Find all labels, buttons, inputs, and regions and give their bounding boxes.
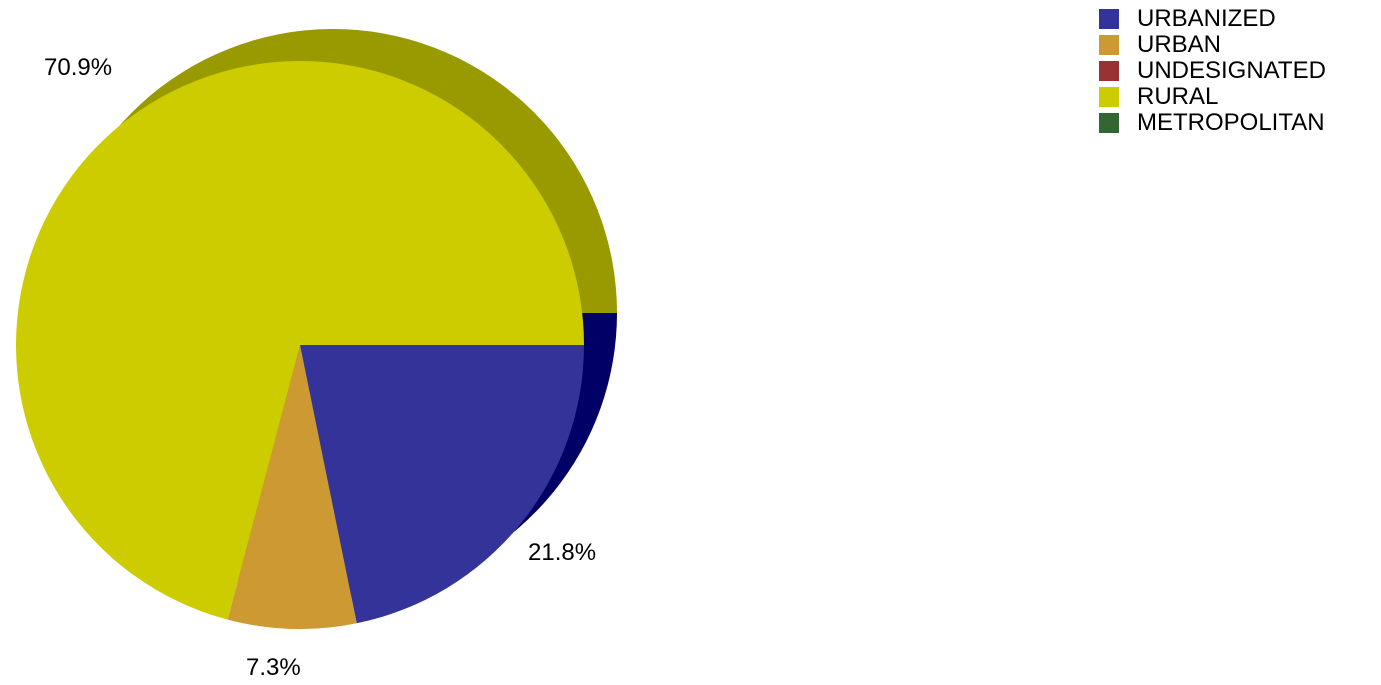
legend-label: RURAL (1137, 83, 1219, 110)
pie-slice-rural (16, 60, 585, 620)
legend-swatch (1099, 87, 1119, 107)
legend-swatch (1099, 35, 1119, 55)
slice-label-rural: 70.9% (44, 54, 112, 81)
slice-label-urban: 7.3% (246, 654, 301, 681)
legend-label: METROPOLITAN (1137, 109, 1325, 136)
pie-label-layer: 21.8% 7.3% 70.9% (44, 54, 596, 681)
pie-slice-layer (16, 60, 585, 629)
legend-swatch (1099, 113, 1119, 133)
pie-slice-urbanized (300, 345, 584, 624)
legend-label: URBAN (1137, 31, 1222, 58)
legend-item-rural: RURAL (1099, 84, 1326, 110)
legend-item-undesignated: UNDESIGNATED (1099, 58, 1326, 84)
legend-swatch (1099, 9, 1119, 29)
legend-swatch (1099, 61, 1119, 81)
slice-label-urbanized: 21.8% (528, 539, 596, 566)
legend-item-urbanized: URBANIZED (1099, 6, 1326, 32)
pie-slice-urban (227, 345, 357, 629)
legend-item-urban: URBAN (1099, 32, 1326, 58)
legend: URBANIZED URBAN UNDESIGNATED RURAL METROPOLI… (1099, 6, 1326, 136)
legend-item-metropolitan: METROPOLITAN (1099, 110, 1326, 136)
legend-label: URBANIZED (1137, 5, 1276, 32)
legend-label: UNDESIGNATED (1137, 57, 1326, 84)
